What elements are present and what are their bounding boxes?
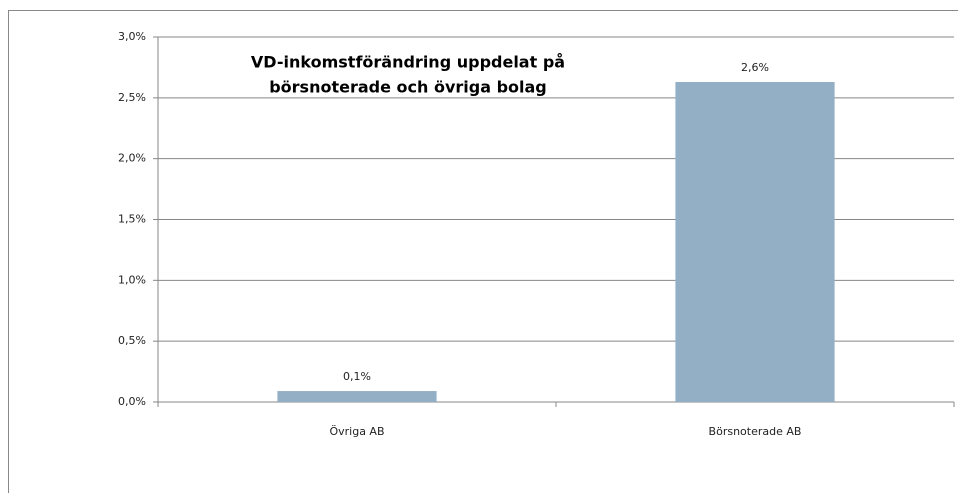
y-tick-label: 1,5% — [118, 213, 146, 226]
x-tick-label: Övriga AB — [329, 425, 384, 438]
bar — [277, 391, 437, 402]
y-tick-label: 3,0% — [118, 30, 146, 43]
chart-title: börsnoterade och övriga bolag — [269, 78, 547, 97]
y-tick-label: 1,0% — [118, 273, 146, 286]
y-tick-label: 0,5% — [118, 334, 146, 347]
y-tick-label: 2,0% — [118, 152, 146, 165]
y-tick-label: 0,0% — [118, 395, 146, 408]
data-label: 0,1% — [343, 370, 371, 383]
chart-border — [8, 10, 958, 493]
y-tick-label: 2,5% — [118, 91, 146, 104]
x-tick-label: Börsnoterade AB — [709, 425, 802, 438]
bar — [675, 82, 835, 403]
chart-title: VD-inkomstförändring uppdelat på — [251, 53, 565, 72]
data-label: 2,6% — [741, 61, 769, 74]
